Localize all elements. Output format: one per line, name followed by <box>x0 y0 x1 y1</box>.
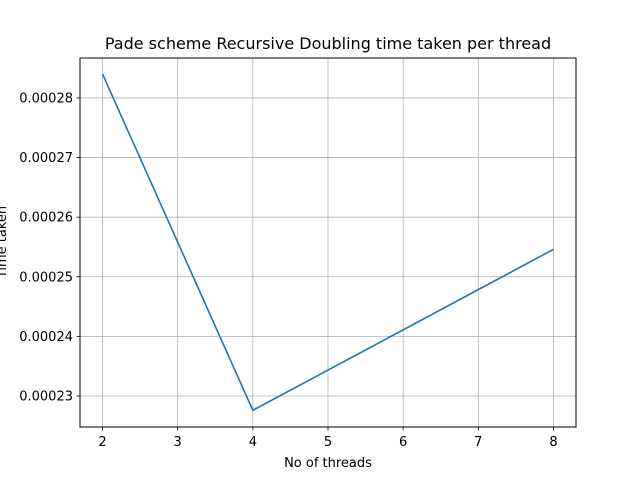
y-tick-label: 0.00028 <box>19 91 73 106</box>
chart-title: Pade scheme Recursive Doubling time take… <box>105 34 551 53</box>
y-tick-label: 0.00023 <box>19 390 73 405</box>
y-tick-label: 0.00024 <box>19 330 73 345</box>
y-tick-label: 0.00026 <box>19 211 73 226</box>
x-tick-label: 8 <box>549 435 557 450</box>
grid-lines <box>80 58 576 427</box>
y-tick-label: 0.00025 <box>19 270 73 285</box>
x-tick-label: 7 <box>474 435 482 450</box>
x-tick-label: 5 <box>324 435 332 450</box>
series-lines <box>101 73 554 412</box>
y-axis-label: Time taken <box>0 206 10 279</box>
x-axis-label: No of threads <box>284 456 372 471</box>
x-tick-label: 4 <box>249 435 257 450</box>
x-axis-ticks: 2 3 4 5 6 7 8 <box>98 427 558 450</box>
series-line <box>101 73 554 412</box>
x-tick-label: 2 <box>98 435 106 450</box>
y-axis-ticks: 0.00023 0.00024 0.00025 0.00026 0.00027 0.000… <box>19 91 80 405</box>
y-tick-label: 0.00027 <box>19 151 73 166</box>
x-tick-label: 3 <box>174 435 182 450</box>
x-tick-label: 6 <box>399 435 407 450</box>
